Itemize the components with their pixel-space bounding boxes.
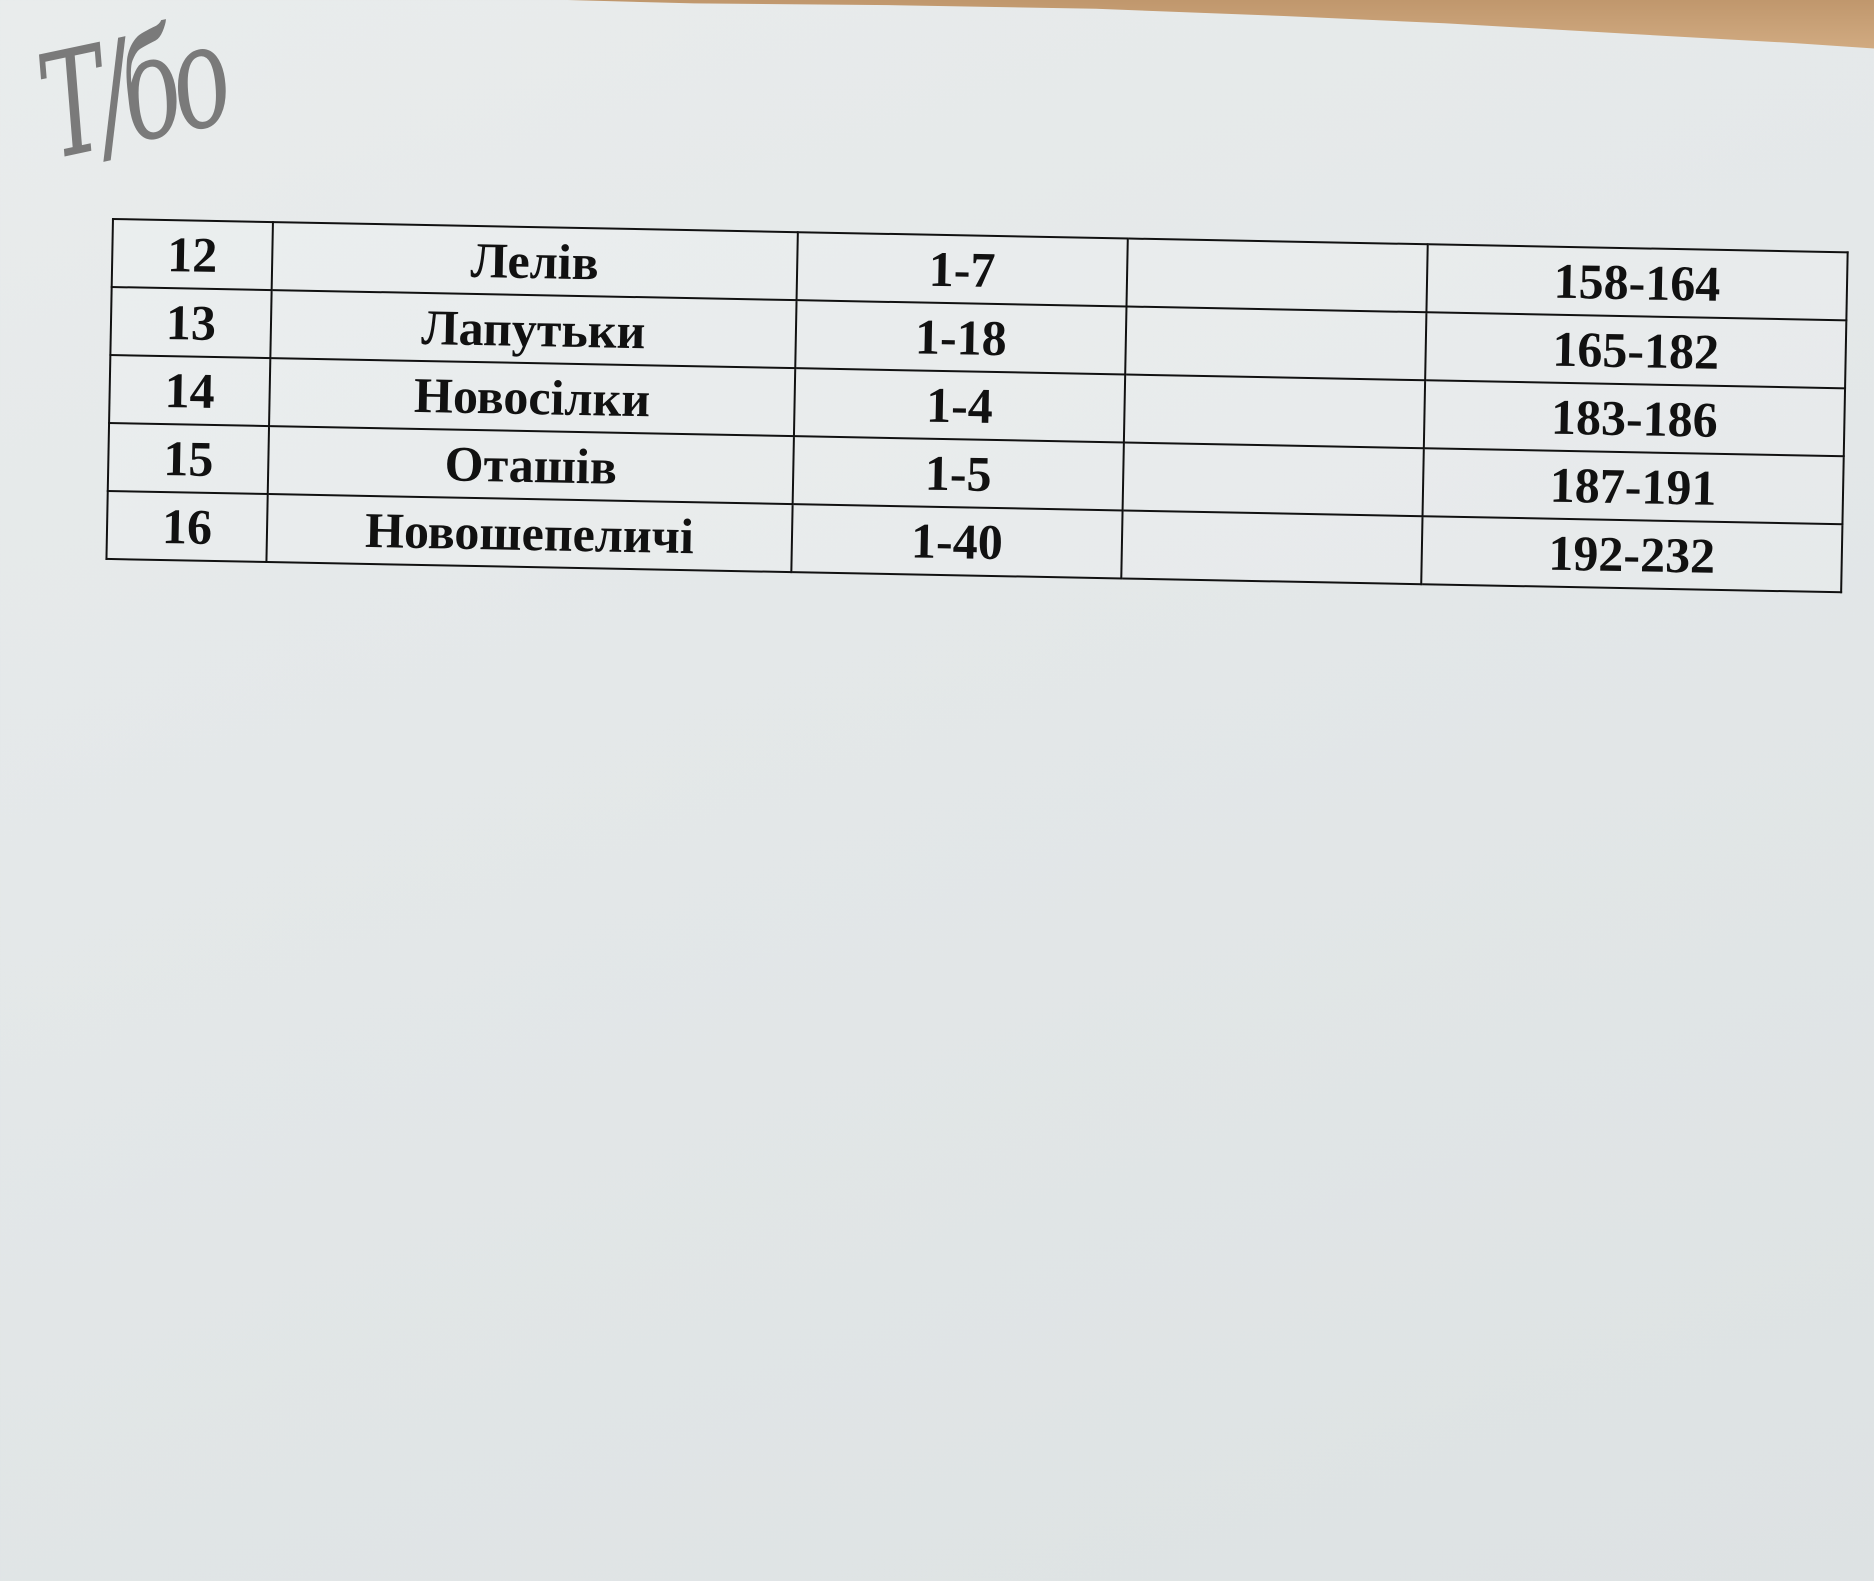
cell-extra [1123,374,1426,449]
cell-extra [1122,442,1424,517]
records-table: 12 Лелів 1-7 158-164 13 Лапутьки 1-18 165-182 14… [105,218,1849,594]
cell-pages: 165-182 [1425,312,1847,389]
cell-extra [1126,238,1428,313]
cell-name: Новосілки [269,358,796,437]
cell-extra [1121,510,1423,585]
handwritten-mark: Т/бо [25,0,238,193]
cell-pages: 187-191 [1422,448,1844,525]
cell-name: Лапутьки [270,290,797,369]
cell-name: Лелів [271,222,798,301]
cell-no: 14 [109,354,271,427]
cell-name: Оташів [267,426,794,505]
cell-pages: 158-164 [1426,244,1848,321]
cell-no: 12 [111,219,273,291]
cell-no: 15 [107,422,270,495]
cell-pages: 183-186 [1423,380,1846,457]
cell-range: 1-4 [793,368,1126,443]
cell-no: 13 [110,287,272,359]
cell-pages: 192-232 [1421,516,1843,593]
cell-range: 1-18 [795,300,1127,375]
cell-no: 16 [106,490,268,563]
cell-extra [1125,306,1427,381]
cell-range: 1-7 [796,232,1128,307]
cell-range: 1-40 [791,504,1123,579]
torn-paper-edge [560,0,1874,51]
cell-name: Новошепеличі [266,494,793,573]
cell-range: 1-5 [792,436,1124,511]
